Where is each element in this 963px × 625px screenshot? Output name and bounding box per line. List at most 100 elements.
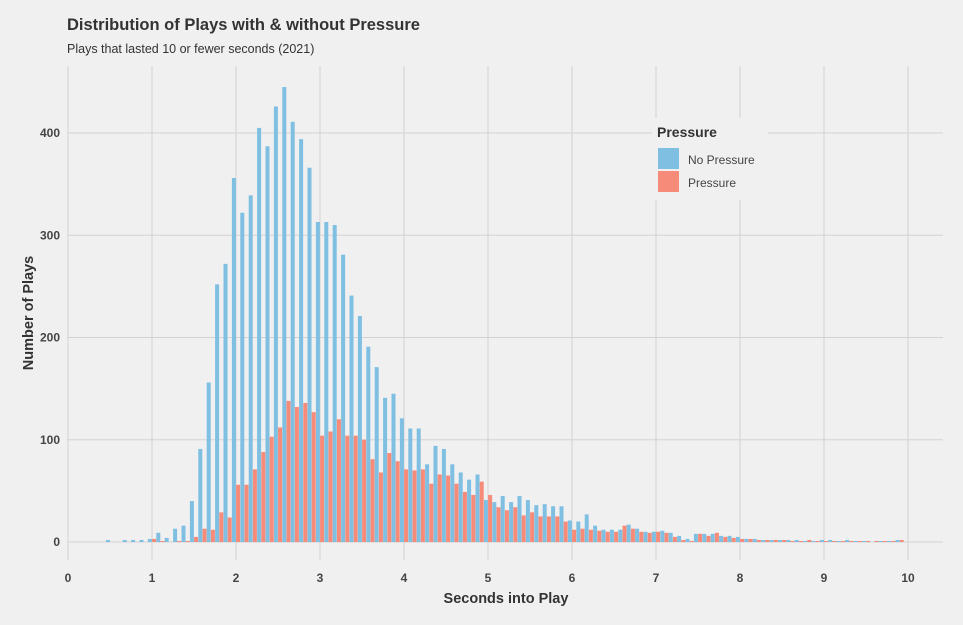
bar-no-pressure	[189, 501, 194, 542]
bar-pressure	[286, 400, 291, 542]
bar-no-pressure	[467, 479, 472, 542]
bar-pressure	[580, 528, 585, 542]
bar-no-pressure	[878, 540, 883, 542]
bar-no-pressure	[525, 500, 530, 542]
bar-no-pressure	[198, 448, 203, 542]
bar-pressure	[252, 469, 257, 542]
bar-no-pressure	[618, 529, 623, 542]
bar-no-pressure	[752, 538, 757, 542]
bar-pressure	[773, 539, 778, 542]
bar-no-pressure	[433, 445, 438, 542]
bar-no-pressure	[777, 539, 782, 542]
bar-no-pressure	[609, 529, 614, 542]
bar-no-pressure	[391, 393, 396, 542]
x-axis-title: Seconds into Play	[444, 591, 569, 607]
bar-no-pressure	[542, 504, 547, 542]
bar-pressure	[227, 517, 232, 542]
bar-pressure	[471, 494, 476, 542]
chart-subtitle: Plays that lasted 10 or fewer seconds (2…	[67, 42, 315, 56]
bar-pressure	[261, 452, 266, 542]
legend-label-no-pressure: No Pressure	[688, 153, 755, 167]
x-tick-label: 9	[821, 571, 828, 585]
bar-pressure	[303, 402, 308, 542]
bar-pressure	[681, 539, 686, 542]
bar-pressure	[496, 507, 501, 543]
bar-pressure	[210, 529, 215, 542]
bar-no-pressure	[240, 212, 245, 542]
bar-no-pressure	[853, 540, 858, 542]
bar-pressure	[488, 494, 493, 542]
bar-pressure	[790, 540, 795, 542]
bar-no-pressure	[341, 254, 346, 542]
bar-no-pressure	[450, 464, 455, 542]
bar-no-pressure	[828, 539, 833, 542]
bar-pressure	[723, 536, 728, 542]
bar-no-pressure	[383, 397, 388, 542]
bar-no-pressure	[786, 539, 791, 542]
x-tick-label: 10	[901, 571, 915, 585]
chart-title: Distribution of Plays with & without Pre…	[67, 16, 420, 34]
bar-pressure	[689, 540, 694, 542]
bar-no-pressure	[441, 448, 446, 542]
bar-no-pressure	[559, 506, 564, 542]
bar-pressure	[857, 540, 862, 542]
bar-no-pressure	[861, 540, 866, 542]
bar-no-pressure	[357, 316, 362, 542]
bar-pressure	[849, 540, 854, 542]
bar-no-pressure	[324, 221, 329, 542]
bar-pressure	[462, 491, 467, 542]
bar-pressure	[656, 531, 661, 542]
bar-no-pressure	[584, 514, 589, 542]
bar-pressure	[395, 461, 400, 542]
bar-pressure	[706, 535, 711, 542]
bar-no-pressure	[887, 540, 892, 542]
bar-pressure	[194, 536, 199, 542]
bar-pressure	[874, 540, 879, 542]
bar-no-pressure	[122, 539, 127, 542]
bar-pressure	[546, 516, 551, 542]
bar-pressure	[362, 439, 367, 542]
bar-pressure	[798, 540, 803, 542]
bar-no-pressure	[593, 525, 598, 542]
bar-no-pressure	[475, 474, 480, 542]
bar-no-pressure	[374, 367, 379, 542]
bar-no-pressure	[509, 502, 514, 542]
bar-pressure	[437, 474, 442, 542]
bar-pressure	[824, 540, 829, 542]
bar-no-pressure	[719, 535, 724, 542]
bar-pressure	[404, 469, 409, 542]
x-tick-label: 2	[233, 571, 240, 585]
bar-no-pressure	[710, 533, 715, 542]
bar-pressure	[555, 516, 560, 542]
bar-no-pressure	[769, 539, 774, 542]
bar-pressure	[294, 407, 299, 542]
bar-pressure	[748, 538, 753, 542]
bar-pressure	[530, 512, 535, 542]
bar-no-pressure	[735, 536, 740, 542]
bar-pressure	[345, 435, 350, 542]
bar-no-pressure	[836, 540, 841, 542]
bar-pressure	[185, 540, 190, 542]
bar-no-pressure	[534, 505, 539, 542]
grid-lines	[67, 66, 943, 560]
bar-pressure	[378, 472, 383, 542]
bar-pressure	[521, 515, 526, 542]
bar-pressure	[731, 537, 736, 542]
bar-no-pressure	[685, 538, 690, 542]
bar-no-pressure	[744, 538, 749, 542]
y-axis-title: Number of Plays	[21, 256, 37, 370]
bar-pressure	[672, 536, 677, 542]
bar-pressure	[614, 531, 619, 542]
bar-no-pressure	[500, 495, 505, 542]
bar-no-pressure	[660, 530, 665, 542]
x-tick-label: 3	[317, 571, 324, 585]
bar-no-pressure	[761, 539, 766, 542]
y-tick-label: 400	[40, 126, 60, 140]
y-tick-label: 100	[40, 433, 60, 447]
bar-no-pressure	[567, 520, 572, 542]
bar-no-pressure	[551, 506, 556, 542]
legend-swatch-no-pressure	[658, 148, 679, 169]
bar-pressure	[840, 540, 845, 542]
bar-no-pressure	[299, 139, 304, 542]
